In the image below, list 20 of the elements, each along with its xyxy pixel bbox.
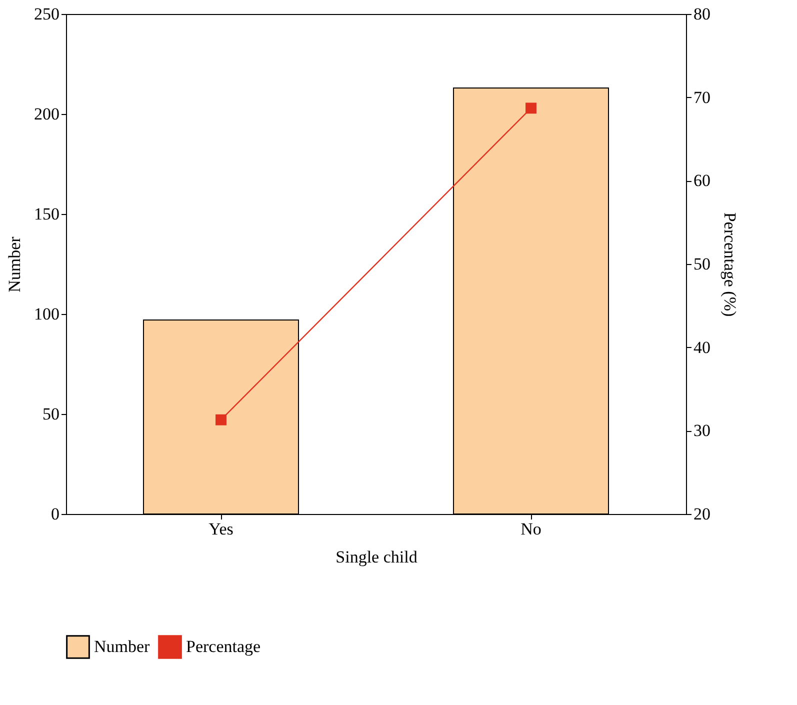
y-axis-title: Number (5, 236, 24, 292)
y2-axis-title: Percentage (%) (720, 212, 740, 317)
y-tick-label: 50 (42, 404, 60, 424)
y2-tick-label: 80 (694, 4, 710, 24)
y2-tick-label: 70 (694, 88, 710, 107)
legend-label: Percentage (186, 637, 261, 656)
y2-tick-label: 40 (694, 338, 710, 357)
x-tick-label: Yes (208, 520, 234, 538)
y-tick-label: 100 (34, 304, 60, 324)
legend-label: Number (94, 637, 150, 656)
x-axis-title: Single child (336, 548, 418, 566)
y2-tick-label: 50 (694, 254, 710, 274)
x-tick-label: No (520, 520, 542, 538)
y-tick-label: 150 (34, 204, 60, 224)
y2-tick-label: 30 (694, 421, 710, 440)
y2-tick-label: 20 (694, 504, 710, 524)
y-tick-label: 250 (34, 4, 60, 24)
y-tick-label: 0 (51, 504, 60, 524)
y-tick-label: 200 (34, 104, 60, 124)
y2-tick-label: 60 (694, 171, 710, 190)
